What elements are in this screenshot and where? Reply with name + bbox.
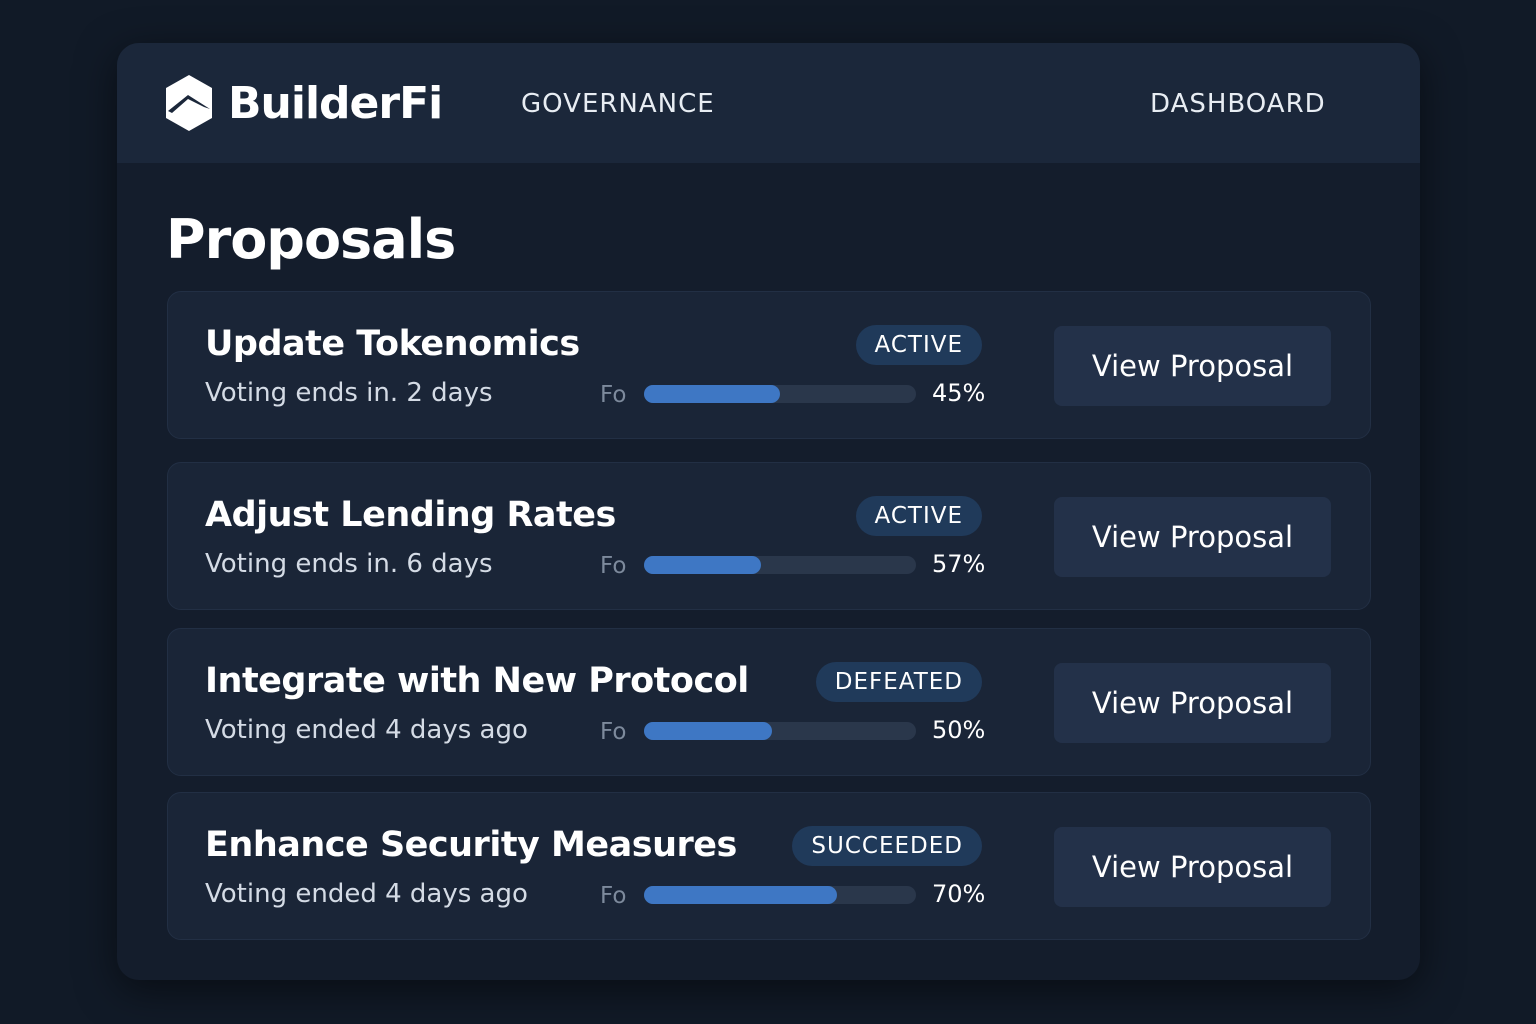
page-title: Proposals [166,208,456,271]
status-badge: ACTIVE [855,325,982,365]
logo[interactable]: BuilderFi [164,73,443,133]
vote-progress-bar [644,886,916,904]
app-window: BuilderFi GOVERNANCE DASHBOARD Proposals… [117,43,1420,980]
vote-percent: 45% [932,379,986,407]
vote-percent: 50% [932,716,986,744]
top-nav: BuilderFi GOVERNANCE DASHBOARD [117,43,1420,163]
brand-name: BuilderFi [228,77,443,129]
proposal-voting-status: Voting ended 4 days ago [205,879,528,909]
proposal-voting-status: Voting ends in. 6 days [205,549,493,579]
vote-progress-bar [644,722,916,740]
proposal-title: Integrate with New Protocol [205,661,749,701]
proposal-voting-status: Voting ends in. 2 days [205,378,493,408]
vote-percent: 70% [932,880,986,908]
vote-progress-bar [644,556,916,574]
proposal-card: Integrate with New Protocol Voting ended… [167,628,1371,776]
vote-bar-label: Fo [600,553,627,579]
proposal-card: Enhance Security Measures Voting ended 4… [167,792,1371,940]
vote-progress-fill [644,556,761,574]
vote-bar-label: Fo [600,883,627,909]
proposal-voting-status: Voting ended 4 days ago [205,715,528,745]
proposal-title: Update Tokenomics [205,324,580,364]
vote-progress-fill [644,385,780,403]
proposal-title: Adjust Lending Rates [205,495,616,535]
nav-governance[interactable]: GOVERNANCE [521,89,715,119]
proposal-card: Update Tokenomics Voting ends in. 2 days… [167,291,1371,439]
view-proposal-button[interactable]: View Proposal [1054,827,1331,907]
view-proposal-button[interactable]: View Proposal [1054,497,1331,577]
status-badge: SUCCEEDED [792,826,982,866]
vote-progress-fill [644,722,772,740]
vote-bar-label: Fo [600,382,627,408]
view-proposal-button[interactable]: View Proposal [1054,326,1331,406]
vote-progress-fill [644,886,838,904]
view-proposal-button[interactable]: View Proposal [1054,663,1331,743]
vote-bar-label: Fo [600,719,627,745]
nav-dashboard[interactable]: DASHBOARD [1150,89,1326,119]
status-badge: ACTIVE [855,496,982,536]
builderfi-logo-icon [166,75,212,131]
vote-percent: 57% [932,550,986,578]
proposal-title: Enhance Security Measures [205,825,737,865]
status-badge: DEFEATED [815,662,982,702]
vote-progress-bar [644,385,916,403]
proposal-card: Adjust Lending Rates Voting ends in. 6 d… [167,462,1371,610]
